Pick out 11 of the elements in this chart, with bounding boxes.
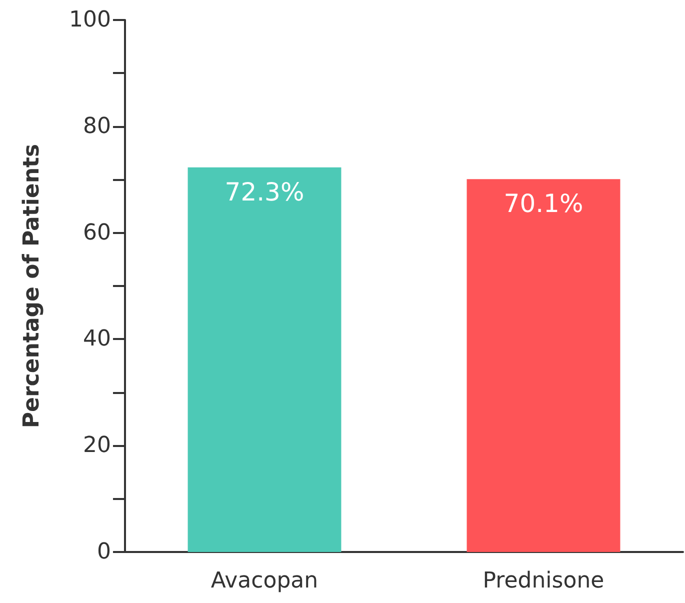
y-tick-label: 60 — [83, 220, 111, 246]
y-tick-label: 80 — [83, 114, 111, 139]
y-tick-label: 40 — [83, 326, 111, 352]
x-tick-label: Prednisone — [482, 568, 604, 594]
y-axis-title: Percentage of Patients — [20, 144, 44, 428]
y-tick-label: 100 — [69, 8, 111, 32]
data-label: 70.1% — [504, 189, 584, 218]
y-tick-label: 0 — [97, 540, 111, 564]
y-tick-label: 20 — [83, 433, 111, 458]
x-tick-label: Avacopan — [210, 568, 318, 594]
data-label: 72.3% — [224, 177, 304, 206]
